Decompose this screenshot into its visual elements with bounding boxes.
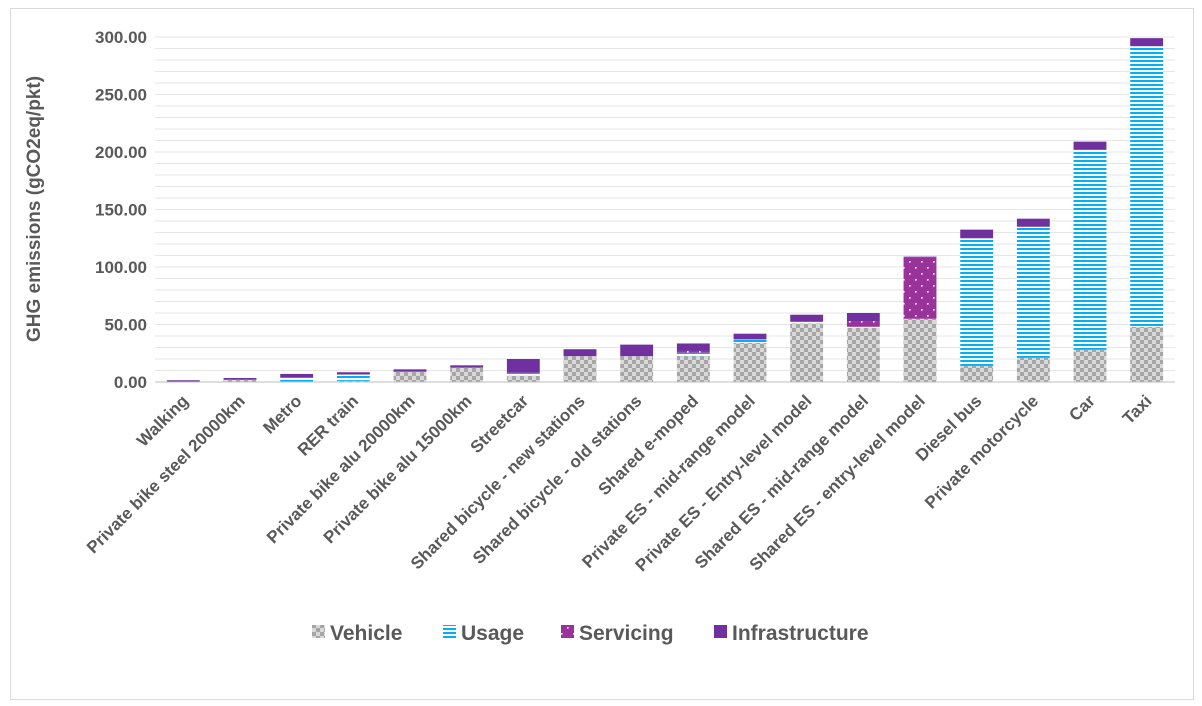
bar-segment-infrastructure (1016, 218, 1050, 227)
bar-segment-infrastructure (166, 380, 200, 382)
bar-segment-vehicle (393, 371, 427, 382)
legend-swatch-usage (443, 625, 456, 638)
bar-segment-vehicle (790, 323, 824, 382)
y-tick-label: 50.00 (104, 316, 147, 335)
bar-segment-infrastructure (676, 343, 710, 351)
bar-segment-servicing (903, 257, 937, 319)
x-tick-label: Car (1065, 391, 1099, 425)
legend-label-infrastructure: Infrastructure (732, 622, 869, 645)
bar-segment-infrastructure (280, 373, 314, 378)
bar-segment-usage (846, 326, 880, 328)
bar-segment-vehicle (620, 356, 654, 382)
bar-segment-infrastructure (903, 256, 937, 258)
bar-segment-vehicle (563, 356, 597, 382)
bar-segment-vehicle (733, 342, 767, 382)
bar-segment-usage (336, 374, 370, 381)
legend-swatch-vehicle (312, 625, 325, 638)
bar-segment-vehicle (960, 365, 994, 382)
bar-segment-usage (790, 321, 824, 324)
bar-segment-vehicle (223, 379, 257, 382)
bar-segment-servicing (846, 321, 880, 327)
bar-segment-infrastructure (960, 229, 994, 239)
y-tick-label: 300.00 (95, 28, 147, 47)
x-tick-label: Private motorcycle (921, 391, 1042, 512)
legend: Vehicle Usage Servicing Infrastructure (312, 622, 869, 645)
bar-segment-vehicle (676, 356, 710, 382)
bar-segment-infrastructure (1073, 141, 1107, 150)
bar-segment-vehicle (506, 375, 540, 382)
bars (166, 38, 1164, 383)
y-axis-title: GHG emissions (gCO2eq/pkt) (24, 76, 45, 342)
bar-segment-infrastructure (846, 313, 880, 322)
bar-segment-usage (280, 377, 314, 382)
bar-segment-infrastructure (620, 344, 654, 357)
bar-segment-vehicle (336, 380, 370, 382)
bar-segment-infrastructure (563, 349, 597, 357)
bar-segment-infrastructure (393, 369, 427, 372)
bar-segment-usage (1073, 149, 1107, 350)
bar-segment-usage (960, 238, 994, 366)
y-tick-label: 0.00 (114, 373, 147, 392)
bar-segment-vehicle (846, 327, 880, 382)
legend-label-vehicle: Vehicle (330, 622, 402, 645)
bar-segment-infrastructure (733, 333, 767, 340)
bar-segment-vehicle (1073, 349, 1107, 382)
legend-label-usage: Usage (461, 622, 524, 645)
y-tick-label: 250.00 (95, 86, 147, 105)
bar-segment-usage (733, 339, 767, 343)
y-tick-label: 200.00 (95, 143, 147, 162)
bar-segment-vehicle (903, 318, 937, 382)
bar-segment-usage (1016, 226, 1050, 358)
x-tick-label: Walking (133, 391, 192, 450)
bar-segment-vehicle (450, 367, 484, 382)
bar-segment-infrastructure (1130, 38, 1164, 47)
y-tick-label: 100.00 (95, 258, 147, 277)
chart-frame (10, 8, 1194, 700)
bar-segment-vehicle (1016, 357, 1050, 382)
bar-segment-infrastructure (223, 377, 257, 380)
bar-segment-usage (676, 352, 710, 357)
bar-segment-infrastructure (790, 314, 824, 322)
y-tick-label: 150.00 (95, 201, 147, 220)
x-tick-label: Taxi (1119, 391, 1156, 428)
bar-segment-servicing (676, 350, 710, 353)
bar-segment-vehicle (1130, 326, 1164, 382)
legend-swatch-infrastructure (714, 625, 727, 638)
bar-segment-usage (506, 372, 540, 376)
x-tick-label: Shared e-moped (595, 391, 703, 499)
legend-label-servicing: Servicing (579, 622, 674, 645)
bar-segment-infrastructure (450, 365, 484, 368)
x-tick-label: Metro (259, 391, 305, 437)
bar-segment-infrastructure (506, 359, 540, 373)
bar-segment-infrastructure (336, 372, 370, 375)
legend-swatch-servicing (561, 625, 574, 638)
bar-segment-usage (1130, 46, 1164, 327)
